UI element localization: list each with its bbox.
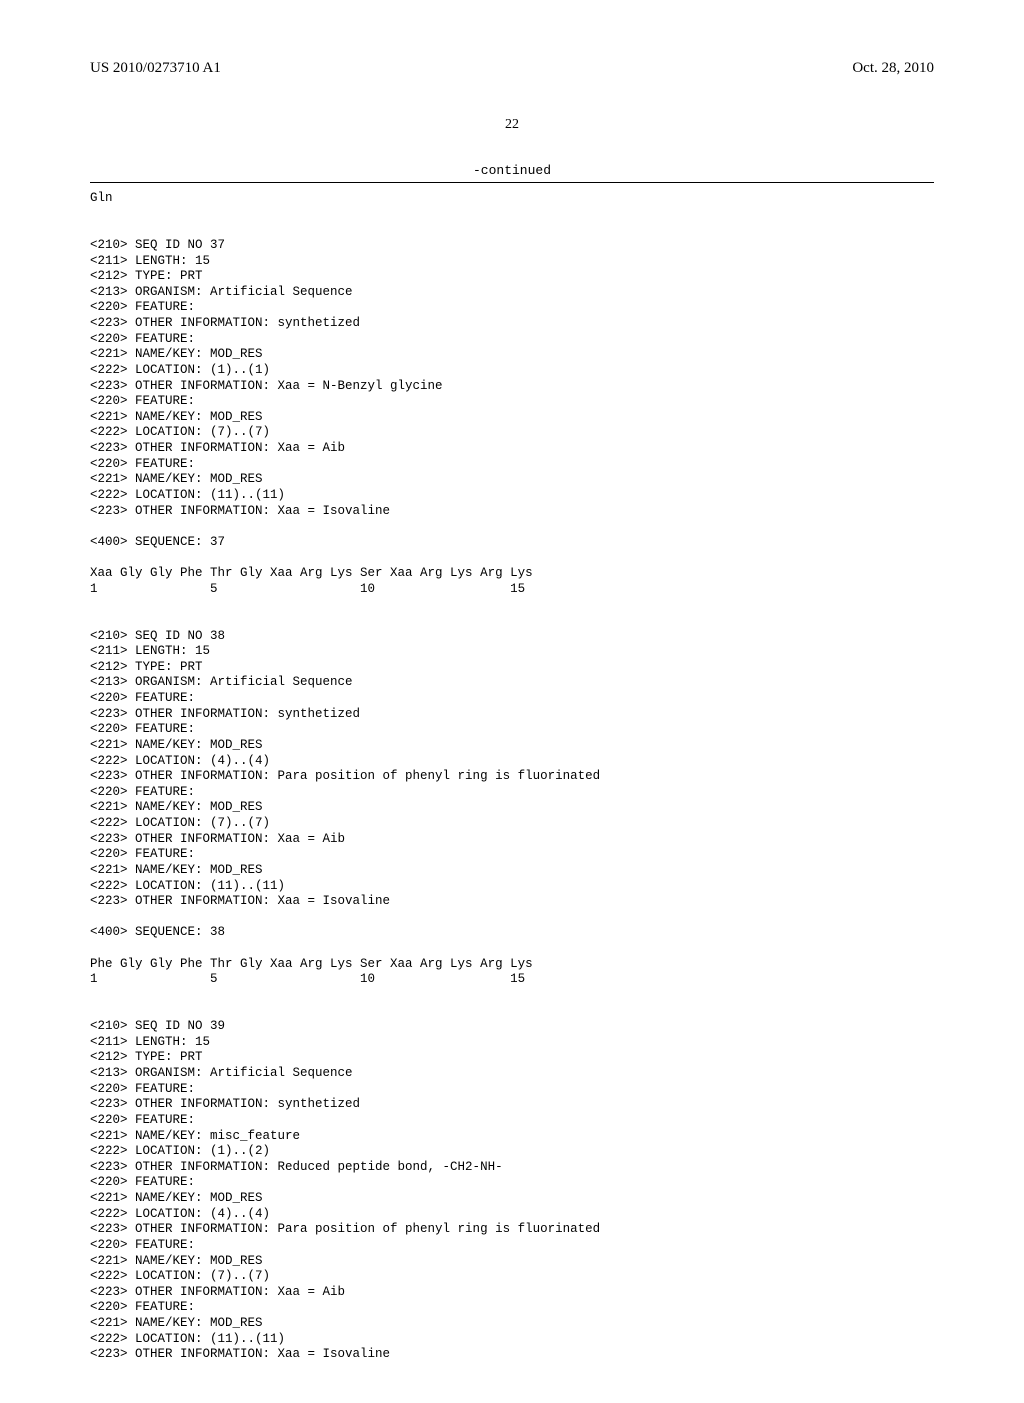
publication-number: US 2010/0273710 A1 [90, 60, 221, 77]
page-header: US 2010/0273710 A1 Oct. 28, 2010 [90, 60, 934, 77]
continued-label: -continued [90, 163, 934, 178]
top-rule [90, 182, 934, 183]
sequence-listing: Gln <210> SEQ ID NO 37 <211> LENGTH: 15 … [90, 191, 934, 1363]
publication-date: Oct. 28, 2010 [852, 60, 934, 77]
page-number: 22 [90, 117, 934, 133]
